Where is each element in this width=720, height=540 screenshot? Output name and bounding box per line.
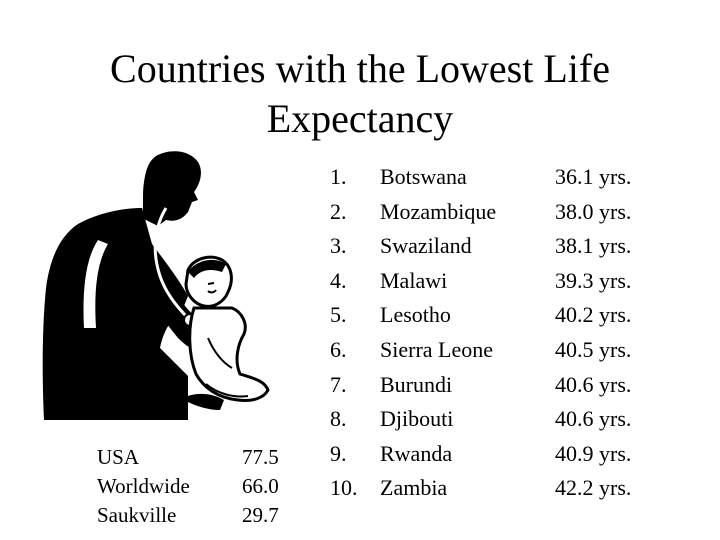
slide-title-line-2: Expectancy <box>266 96 454 141</box>
country-name: Lesotho <box>380 302 451 328</box>
comparison-label: Saukville <box>97 503 177 527</box>
rank-number: 10. <box>330 475 358 501</box>
list-item: 1. Botswana 36.1 yrs. <box>330 160 655 195</box>
rank-number: 5. <box>330 302 347 328</box>
comparison-value: 29.7 <box>242 503 279 527</box>
country-name: Burundi <box>380 371 453 397</box>
lowest-life-expectancy-list: 1. Botswana 36.1 yrs. 2. Mozambique 38.0 yrs.… <box>330 160 655 506</box>
life-expectancy-value: 40.6 yrs. <box>555 406 632 432</box>
life-expectancy-value: 42.2 yrs. <box>555 475 632 501</box>
country-name: Djibouti <box>380 406 454 432</box>
rank-number: 7. <box>330 371 347 397</box>
country-name: Malawi <box>380 267 448 293</box>
list-item: 10. Zambia 42.2 yrs. <box>330 471 655 506</box>
life-expectancy-value: 36.1 yrs. <box>555 164 632 189</box>
country-name: Zambia <box>380 475 448 501</box>
country-name: Rwanda <box>380 440 453 466</box>
life-expectancy-value: 40.9 yrs. <box>555 440 632 466</box>
list-item: 6. Sierra Leone 40.5 yrs. <box>330 333 655 368</box>
comparison-row: Saukville 29.7 <box>97 501 279 530</box>
list-item: 2. Mozambique 38.0 yrs. <box>330 195 655 230</box>
comparison-label: Worldwide <box>97 474 190 498</box>
life-expectancy-value: 40.5 yrs. <box>555 336 632 362</box>
list-item: 8. Djibouti 40.6 yrs. <box>330 402 655 437</box>
comparison-row: Worldwide 66.0 <box>97 472 279 501</box>
comparison-row: USA 77.5 <box>97 443 279 472</box>
list-item: 7. Burundi 40.6 yrs. <box>330 368 655 403</box>
slide-title-line-1: Countries with the Lowest Life <box>110 46 610 91</box>
country-name: Mozambique <box>380 198 497 224</box>
rank-number: 8. <box>330 406 347 432</box>
country-name: Swaziland <box>380 233 472 259</box>
rank-number: 1. <box>330 164 347 189</box>
list-item: 3. Swaziland 38.1 yrs. <box>330 229 655 264</box>
comparison-list: USA 77.5 Worldwide 66.0 Saukville 29.7 <box>97 443 279 530</box>
list-item: 4. Malawi 39.3 yrs. <box>330 264 655 299</box>
life-expectancy-value: 40.6 yrs. <box>555 371 632 397</box>
rank-number: 4. <box>330 267 347 293</box>
life-expectancy-value: 38.1 yrs. <box>555 233 632 259</box>
country-name: Botswana <box>380 164 467 189</box>
rank-number: 2. <box>330 198 347 224</box>
list-item: 5. Lesotho 40.2 yrs. <box>330 298 655 333</box>
slide-title: Countries with the Lowest Life Expectanc… <box>0 44 720 144</box>
doctor-examining-child-icon <box>42 151 270 420</box>
comparison-value: 66.0 <box>242 474 279 498</box>
life-expectancy-value: 40.2 yrs. <box>555 302 632 328</box>
rank-number: 6. <box>330 336 347 362</box>
rank-number: 3. <box>330 233 347 259</box>
rank-number: 9. <box>330 440 347 466</box>
comparison-value: 77.5 <box>242 445 279 469</box>
list-item: 9. Rwanda 40.9 yrs. <box>330 437 655 472</box>
country-name: Sierra Leone <box>380 336 493 362</box>
life-expectancy-value: 39.3 yrs. <box>555 267 632 293</box>
comparison-label: USA <box>97 445 140 469</box>
life-expectancy-value: 38.0 yrs. <box>555 198 632 224</box>
